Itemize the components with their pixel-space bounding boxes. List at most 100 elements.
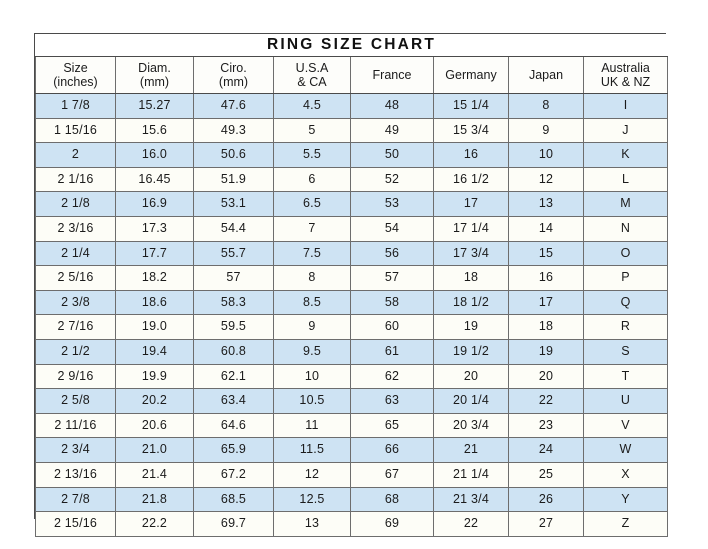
cell-r4-c4: 53 bbox=[350, 191, 434, 217]
cell-r16-c3: 12.5 bbox=[273, 486, 351, 513]
table-title-row: RING SIZE CHART bbox=[35, 34, 668, 57]
column-header-line2: (inches) bbox=[53, 75, 98, 89]
column-header-line1: U.S.A bbox=[295, 61, 329, 75]
cell-r9-c4: 60 bbox=[350, 314, 434, 340]
cell-r6-c0: 2 1/4 bbox=[35, 240, 116, 267]
cell-r2-c5: 16 bbox=[433, 142, 509, 168]
cell-r6-c5: 17 3/4 bbox=[433, 240, 509, 267]
cell-r12-c7: U bbox=[582, 388, 669, 414]
table-row: 2 3/4 21.0 65.9 11.5 66 21 24 W bbox=[35, 437, 669, 463]
cell-r4-c7: M bbox=[582, 191, 669, 217]
cell-r17-c3: 13 bbox=[273, 511, 351, 537]
cell-r5-c1: 17.3 bbox=[115, 215, 194, 242]
cell-r8-c7: Q bbox=[582, 289, 669, 316]
table-row: 2 1/2 19.4 60.8 9.5 61 19 1/2 19 S bbox=[35, 338, 669, 365]
cell-r16-c5: 21 3/4 bbox=[433, 486, 509, 513]
cell-r14-c2: 65.9 bbox=[193, 437, 274, 463]
cell-r13-c6: 23 bbox=[508, 412, 584, 439]
cell-r13-c2: 64.6 bbox=[193, 412, 274, 439]
cell-r13-c3: 11 bbox=[273, 412, 351, 439]
table-row: 1 15/16 15.6 49.3 5 49 15 3/4 9 J bbox=[35, 117, 669, 144]
cell-r1-c3: 5 bbox=[273, 117, 351, 144]
table-row: 2 3/16 17.3 54.4 7 54 17 1/4 14 N bbox=[35, 215, 669, 242]
cell-r3-c6: 12 bbox=[508, 166, 584, 193]
cell-r11-c2: 62.1 bbox=[193, 363, 274, 390]
cell-r7-c0: 2 5/16 bbox=[35, 265, 116, 291]
cell-r11-c3: 10 bbox=[273, 363, 351, 390]
cell-r8-c1: 18.6 bbox=[115, 289, 194, 316]
table-row: 1 7/8 15.27 47.6 4.5 48 15 1/4 8 I bbox=[35, 93, 669, 119]
cell-r17-c6: 27 bbox=[508, 511, 584, 537]
cell-r5-c6: 14 bbox=[508, 215, 584, 242]
cell-r7-c2: 57 bbox=[193, 265, 274, 291]
cell-r15-c2: 67.2 bbox=[193, 461, 274, 488]
column-header-line1: France bbox=[372, 68, 412, 82]
cell-r7-c7: P bbox=[582, 265, 669, 291]
cell-r6-c2: 55.7 bbox=[193, 240, 274, 267]
cell-r16-c6: 26 bbox=[508, 486, 584, 513]
cell-r9-c1: 19.0 bbox=[115, 314, 194, 340]
table-header-row: Size (inches) Diam. (mm) Ciro. (mm) U.S.A & CA F… bbox=[35, 56, 669, 94]
ring-size-table: RING SIZE CHART Size (inches) Diam. (mm) Cir… bbox=[35, 34, 669, 537]
column-header-3: U.S.A & CA bbox=[273, 56, 351, 94]
cell-r4-c5: 17 bbox=[433, 191, 509, 217]
cell-r14-c3: 11.5 bbox=[273, 437, 351, 463]
cell-r3-c5: 16 1/2 bbox=[433, 166, 509, 193]
column-header-line1: Australia bbox=[601, 61, 650, 75]
column-header-0: Size (inches) bbox=[35, 56, 116, 94]
cell-r10-c6: 19 bbox=[508, 338, 584, 365]
cell-r9-c0: 2 7/16 bbox=[35, 314, 116, 340]
cell-r2-c4: 50 bbox=[350, 142, 434, 168]
ring-size-chart-container: RING SIZE CHART Size (inches) Diam. (mm) Cir… bbox=[34, 33, 669, 537]
cell-r2-c0: 2 bbox=[35, 142, 116, 168]
cell-r13-c7: V bbox=[582, 412, 669, 439]
cell-r1-c7: J bbox=[582, 117, 669, 144]
cell-r15-c3: 12 bbox=[273, 461, 351, 488]
cell-r7-c3: 8 bbox=[273, 265, 351, 291]
cell-r6-c7: O bbox=[582, 240, 669, 267]
cell-r5-c3: 7 bbox=[273, 215, 351, 242]
table-row: 2 9/16 19.9 62.1 10 62 20 20 T bbox=[35, 363, 669, 390]
cell-r12-c0: 2 5/8 bbox=[35, 388, 116, 414]
cell-r5-c4: 54 bbox=[350, 215, 434, 242]
cell-r10-c1: 19.4 bbox=[115, 338, 194, 365]
cell-r0-c2: 47.6 bbox=[193, 93, 274, 119]
cell-r6-c3: 7.5 bbox=[273, 240, 351, 267]
table-row: 2 11/16 20.6 64.6 11 65 20 3/4 23 V bbox=[35, 412, 669, 439]
cell-r12-c6: 22 bbox=[508, 388, 584, 414]
table-row: 2 7/16 19.0 59.5 9 60 19 18 R bbox=[35, 314, 669, 340]
cell-r10-c7: S bbox=[582, 338, 669, 365]
cell-r10-c5: 19 1/2 bbox=[433, 338, 509, 365]
column-header-6: Japan bbox=[508, 56, 584, 94]
cell-r13-c0: 2 11/16 bbox=[35, 412, 116, 439]
cell-r15-c5: 21 1/4 bbox=[433, 461, 509, 488]
column-header-line1: Ciro. bbox=[220, 61, 247, 75]
table-row: 2 13/16 21.4 67.2 12 67 21 1/4 25 X bbox=[35, 461, 669, 488]
cell-r0-c7: I bbox=[582, 93, 669, 119]
cell-r10-c3: 9.5 bbox=[273, 338, 351, 365]
cell-r12-c2: 63.4 bbox=[193, 388, 274, 414]
cell-r3-c2: 51.9 bbox=[193, 166, 274, 193]
cell-r12-c3: 10.5 bbox=[273, 388, 351, 414]
table-row: 2 15/16 22.2 69.7 13 69 22 27 Z bbox=[35, 511, 669, 537]
cell-r16-c4: 68 bbox=[350, 486, 434, 513]
cell-r8-c5: 18 1/2 bbox=[433, 289, 509, 316]
table-row: 2 1/8 16.9 53.1 6.5 53 17 13 M bbox=[35, 191, 669, 217]
cell-r3-c3: 6 bbox=[273, 166, 351, 193]
cell-r17-c5: 22 bbox=[433, 511, 509, 537]
cell-r3-c7: L bbox=[582, 166, 669, 193]
cell-r0-c6: 8 bbox=[508, 93, 584, 119]
cell-r10-c0: 2 1/2 bbox=[35, 338, 116, 365]
cell-r1-c0: 1 15/16 bbox=[35, 117, 116, 144]
cell-r0-c4: 48 bbox=[350, 93, 434, 119]
cell-r7-c4: 57 bbox=[350, 265, 434, 291]
table-row: 2 1/4 17.7 55.7 7.5 56 17 3/4 15 O bbox=[35, 240, 669, 267]
cell-r3-c1: 16.45 bbox=[115, 166, 194, 193]
cell-r15-c4: 67 bbox=[350, 461, 434, 488]
cell-r12-c4: 63 bbox=[350, 388, 434, 414]
cell-r4-c1: 16.9 bbox=[115, 191, 194, 217]
column-header-line1: Size bbox=[63, 61, 88, 75]
cell-r2-c2: 50.6 bbox=[193, 142, 274, 168]
cell-r9-c5: 19 bbox=[433, 314, 509, 340]
cell-r16-c0: 2 7/8 bbox=[35, 486, 116, 513]
